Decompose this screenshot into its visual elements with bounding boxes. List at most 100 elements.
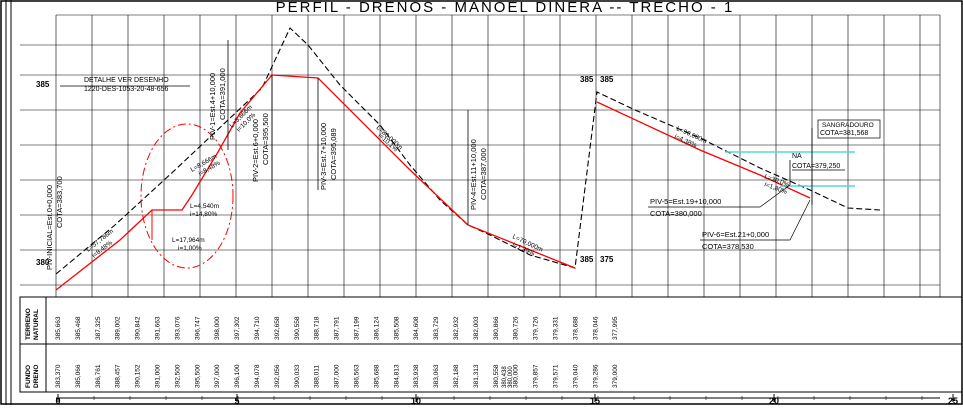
terreno-value: 382,003 — [473, 316, 480, 340]
fundo-value: 383,063 — [433, 364, 440, 388]
segment-b-slope: i=1,00% — [178, 245, 202, 252]
terreno-value: 382,932 — [453, 316, 460, 340]
fundo-value: 379,000 — [612, 364, 619, 388]
fundo-value: 390,033 — [294, 364, 301, 388]
piv3-label: PIV-3=Est.7+10,000 — [319, 123, 328, 190]
elevation-label-375: 375 — [600, 255, 614, 264]
fundo-value: 379,040 — [572, 364, 579, 388]
fundo-value: 379,571 — [553, 364, 560, 388]
row-label-natural: NATURAL — [33, 309, 40, 340]
terreno-value: 387,199 — [354, 316, 361, 340]
terreno-value: 397,302 — [234, 316, 241, 340]
na-cota: COTA=379,250 — [792, 163, 840, 170]
segment-c-length: L=4,540m — [190, 203, 219, 210]
piv4-label: PIV-4=Est.11+10,000 — [469, 139, 478, 210]
piv6-leader-2 — [789, 199, 811, 241]
terreno-value: 388,718 — [314, 316, 321, 340]
fundo-value: 392,056 — [274, 364, 281, 388]
terreno-value: 390,558 — [294, 316, 301, 340]
terreno-value: 384,608 — [413, 316, 420, 340]
terreno-value: 390,842 — [135, 316, 142, 340]
x-axis-tick-label: 0 — [55, 396, 60, 405]
fundo-value: 385,066 — [75, 364, 82, 388]
detail-ellipse — [140, 123, 234, 269]
x-axis-tick-label: 20 — [769, 396, 779, 405]
fundo-value: 395,500 — [194, 364, 201, 388]
terreno-values-row: 385,663 385,468 387,325 389,002 390,842 391,6… — [55, 316, 619, 340]
detail-note-line2: 1220-DES-1053-20-48-656 — [84, 86, 169, 93]
elevation-label-385: 385 — [36, 80, 50, 89]
fundo-value: 380,000 — [513, 364, 520, 388]
fundo-value: 396,100 — [234, 364, 241, 388]
x-axis-tick-label: 5 — [234, 396, 239, 405]
terreno-value: 380,726 — [513, 316, 520, 340]
fundo-value: 384,813 — [393, 364, 400, 388]
row-label-fundo: FUNDO — [25, 365, 32, 388]
fundo-value: 394,078 — [254, 364, 261, 388]
fundo-value: 379,286 — [592, 364, 599, 388]
fundo-value: 381,313 — [473, 364, 480, 388]
fundo-value: 379,857 — [533, 364, 540, 388]
terreno-value: 379,726 — [533, 316, 540, 340]
piv5-label: PIV-5=Est.19+10,000 — [650, 197, 721, 206]
terreno-value: 380,866 — [493, 316, 500, 340]
fundo-value: 390,152 — [135, 364, 142, 388]
terreno-value: 385,663 — [55, 316, 62, 340]
x-axis: 0 5 10 15 20 25 — [55, 394, 958, 406]
row-label-dreno: DRENO — [33, 365, 40, 388]
piv6-cota: COTA=378,530 — [702, 242, 754, 251]
fundo-value: 388,011 — [314, 365, 321, 388]
fundo-value: 392,500 — [174, 364, 181, 388]
x-axis-tick-label: 25 — [948, 396, 958, 405]
fundo-stacked-value: 380,438 — [502, 366, 508, 388]
fundo-value: 383,370 — [55, 364, 62, 388]
piv5-cota: COTA=380,000 — [650, 209, 702, 218]
fundo-value: 383,938 — [413, 364, 420, 388]
fundo-value: 380,558 — [493, 364, 500, 388]
x-axis-tick-label: 15 — [590, 396, 600, 405]
piv1-label: PIV-1=Est.4+10,000 — [208, 73, 217, 140]
piv2-cota: COTA=395,500 — [261, 113, 270, 165]
fundo-value: 386,563 — [354, 364, 361, 388]
fundo-value: 391,000 — [155, 364, 162, 388]
fundo-value: 385,688 — [373, 364, 380, 388]
terreno-value: 383,729 — [433, 316, 440, 340]
terreno-value: 385,468 — [75, 316, 82, 340]
terreno-value: 378,688 — [572, 316, 579, 340]
fundo-value: 382,188 — [453, 364, 460, 388]
detail-note-line1: DETALHE VER DESENHO — [84, 77, 169, 84]
fundo-value: 386,761 — [95, 364, 102, 388]
piv-inicial-cota: COTA=383,700 — [55, 176, 64, 228]
data-table — [19, 296, 963, 393]
terrain-profile-line — [55, 27, 881, 275]
piv1-cota: COTA=391,000 — [218, 68, 227, 120]
elevation-label-380: 380 — [36, 258, 50, 267]
piv5-leader-2 — [759, 184, 791, 208]
fundo-value: 397,000 — [214, 364, 221, 388]
fundo-value: 388,457 — [115, 364, 122, 388]
fundo-values-row: 383,370 385,066 386,761 388,457 390,152 391,0… — [55, 364, 619, 388]
piv4-cota: COTA=387,000 — [479, 148, 488, 200]
terreno-value: 378,046 — [592, 316, 599, 340]
drawing-title: PERFIL - DRENOS - MANOEL DINERA -- TRECH… — [276, 0, 735, 16]
elevation-label-385-b: 385 — [600, 75, 614, 84]
terreno-value: 386,124 — [373, 316, 380, 340]
terreno-value: 393,076 — [174, 316, 181, 340]
fundo-value: 387,000 — [334, 364, 341, 388]
piv-inicial-label: PIV-INICIAL=Est.0+0,000 — [45, 185, 54, 270]
terreno-value: 377,995 — [612, 316, 619, 340]
x-axis-tick-label: 10 — [411, 396, 421, 405]
terreno-value: 396,747 — [194, 316, 201, 340]
elevation-label-385-a: 385 — [580, 75, 594, 84]
piv6-label: PIV-6=Est.21+0,000 — [702, 230, 769, 239]
sangradouro-label: SANGRADOURO — [822, 122, 874, 129]
terreno-value: 385,508 — [393, 316, 400, 340]
segment-c-slope: i=14,80% — [190, 211, 218, 218]
segment-b-length: L=17,964m — [172, 237, 205, 244]
terreno-value: 398,000 — [214, 316, 221, 340]
elevation-label-385-c: 385 — [580, 255, 594, 264]
piv2-label: PIV-2=Est.6+0,000 — [251, 119, 260, 182]
drain-profile-line — [55, 74, 576, 291]
terreno-value: 387,791 — [334, 316, 341, 340]
